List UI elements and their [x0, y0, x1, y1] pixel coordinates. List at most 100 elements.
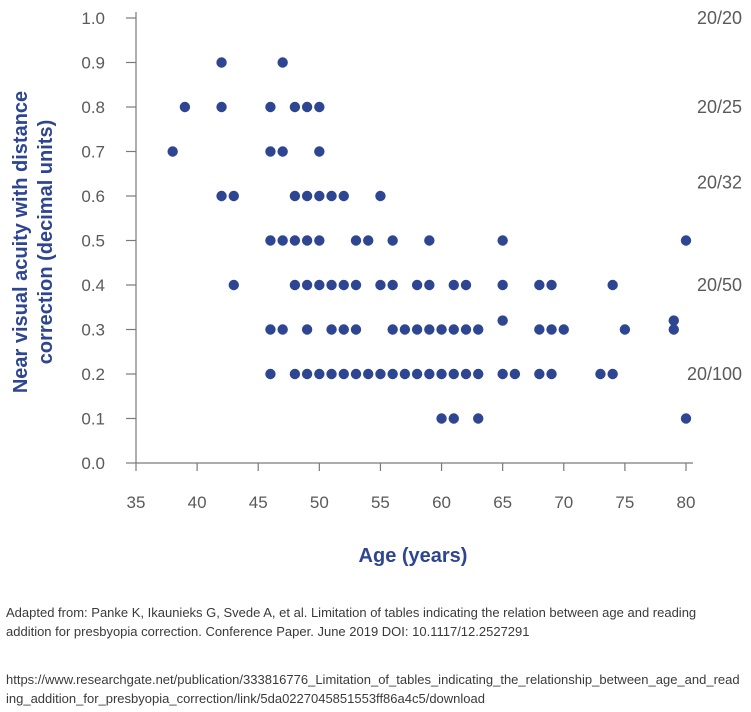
- data-points: [167, 57, 692, 424]
- data-point: [534, 279, 545, 291]
- snellen-label: 20/20: [697, 8, 742, 28]
- snellen-labels: 20/20 20/25 20/32 20/50 20/100: [687, 8, 742, 384]
- data-point: [375, 368, 386, 380]
- data-point: [301, 279, 313, 291]
- caption-url[interactable]: https://www.researchgate.net/publication…: [6, 672, 740, 706]
- data-point: [228, 279, 239, 291]
- snellen-label: 20/32: [697, 173, 742, 193]
- data-point: [301, 368, 313, 380]
- data-point: [301, 235, 313, 246]
- data-point: [448, 279, 459, 291]
- data-point: [363, 368, 374, 380]
- data-point: [473, 368, 484, 380]
- scatter-chart: 0.0 0.1 0.2 0.3 0.4 0.5 0.6 0.7 0.8 0.9 1.0 35 40 45…: [10, 8, 742, 567]
- data-point: [363, 235, 374, 246]
- data-point: [668, 315, 679, 326]
- data-point: [497, 368, 508, 380]
- data-point: [448, 324, 459, 335]
- data-point: [387, 279, 398, 291]
- data-point: [436, 368, 447, 380]
- data-point: [399, 324, 411, 335]
- data-point: [680, 235, 692, 246]
- x-tick-label: 50: [310, 493, 329, 512]
- data-point: [595, 368, 606, 380]
- y-axis-title-line1: Near visual acuity with distance: [10, 91, 32, 393]
- x-tick-label: 35: [127, 493, 146, 512]
- y-tick-label: 0.3: [81, 321, 105, 340]
- data-point: [314, 235, 325, 246]
- data-point: [350, 324, 362, 335]
- data-point: [265, 368, 276, 380]
- data-point: [314, 101, 325, 113]
- data-point: [497, 235, 508, 246]
- chart-axes: [135, 12, 693, 464]
- data-point: [534, 368, 545, 380]
- snellen-label: 20/100: [687, 364, 742, 384]
- data-point: [216, 190, 227, 202]
- data-point: [509, 368, 521, 380]
- data-point: [338, 190, 349, 202]
- data-point: [265, 146, 276, 157]
- data-point: [387, 324, 398, 335]
- data-point: [424, 235, 435, 246]
- data-point: [424, 279, 435, 291]
- x-tick-label: 70: [554, 493, 573, 512]
- data-point: [350, 235, 362, 246]
- data-point: [314, 368, 325, 380]
- data-point: [301, 324, 313, 335]
- data-point: [546, 324, 557, 335]
- data-point: [448, 413, 459, 424]
- x-tick-label: 55: [371, 493, 390, 512]
- x-tick-label: 75: [615, 493, 634, 512]
- data-point: [473, 413, 484, 424]
- data-point: [338, 368, 349, 380]
- y-tick-label: 0.4: [81, 276, 105, 295]
- x-tick-label: 45: [249, 493, 268, 512]
- data-point: [301, 190, 313, 202]
- data-point: [216, 57, 227, 68]
- snellen-label: 20/25: [697, 97, 742, 117]
- data-point: [338, 324, 349, 335]
- caption-citation: Adapted from: Panke K, Ikaunieks G, Sved…: [6, 605, 697, 639]
- data-point: [326, 324, 337, 335]
- y-tick-label: 0.5: [81, 232, 105, 251]
- y-tick-label: 0.8: [81, 98, 105, 117]
- data-point: [277, 146, 288, 157]
- data-point: [326, 368, 337, 380]
- data-point: [497, 315, 508, 326]
- data-point: [436, 413, 447, 424]
- data-point: [289, 101, 301, 113]
- y-tick-label: 0.1: [81, 410, 105, 429]
- y-tick-label: 0.9: [81, 54, 105, 73]
- data-point: [436, 324, 447, 335]
- data-point: [546, 368, 557, 380]
- data-point: [265, 235, 276, 246]
- data-point: [350, 368, 362, 380]
- data-point: [375, 279, 386, 291]
- data-point: [179, 101, 191, 113]
- data-point: [534, 324, 545, 335]
- data-point: [607, 279, 618, 291]
- y-tick-label: 0.7: [81, 143, 105, 162]
- data-point: [265, 324, 276, 335]
- x-tick-label: 40: [188, 493, 207, 512]
- data-point: [350, 279, 362, 291]
- data-point: [167, 146, 178, 157]
- data-point: [314, 279, 325, 291]
- data-point: [411, 324, 423, 335]
- x-tick-label: 60: [432, 493, 451, 512]
- data-point: [326, 279, 337, 291]
- data-point: [265, 101, 276, 113]
- data-point: [301, 101, 313, 113]
- data-point: [411, 368, 423, 380]
- data-point: [314, 146, 325, 157]
- data-point: [387, 368, 398, 380]
- data-point: [607, 368, 618, 380]
- data-point: [338, 279, 349, 291]
- x-tick-label: 80: [677, 493, 696, 512]
- data-point: [314, 190, 325, 202]
- data-point: [411, 279, 423, 291]
- x-axis-title: Age (years): [359, 545, 468, 567]
- data-point: [497, 279, 508, 291]
- data-point: [460, 324, 472, 335]
